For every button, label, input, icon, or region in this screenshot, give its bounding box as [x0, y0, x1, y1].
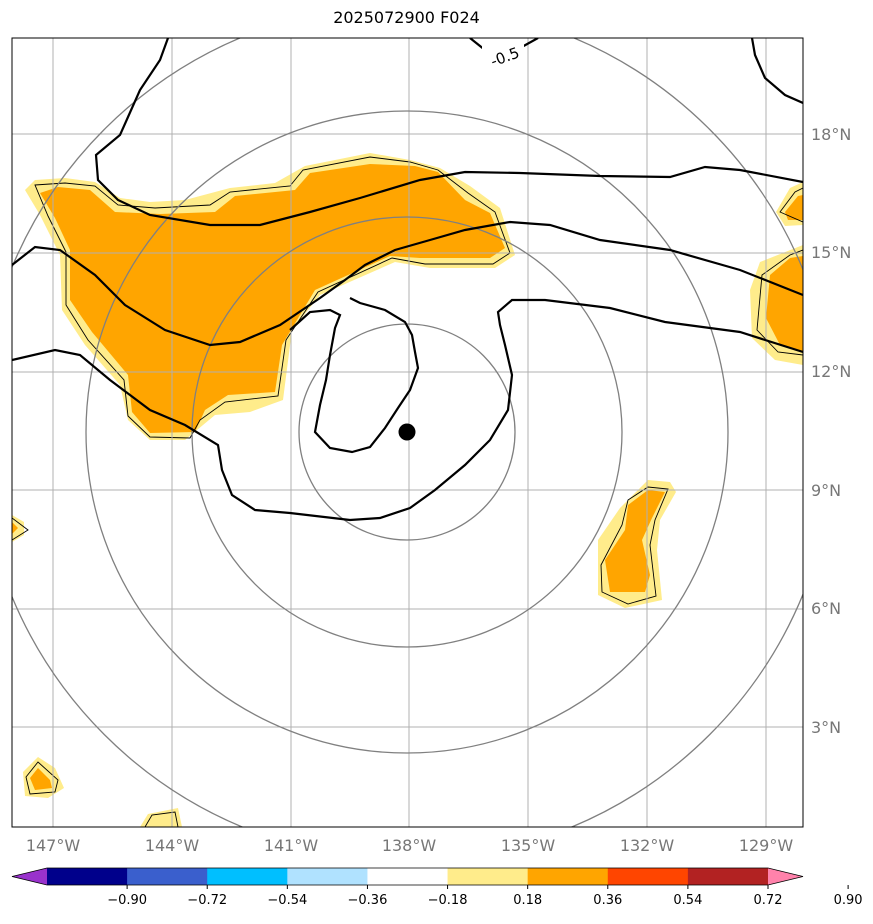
colorbar-tick-label: 0.36 — [593, 893, 622, 908]
lat-label: 12°N — [811, 362, 851, 381]
colorbar-tick-label: 0.90 — [834, 893, 863, 908]
colorbar: −0.90 −0.72 −0.54 −0.36 −0.18 0.18 0.36 0.54 0.7… — [11, 867, 863, 908]
colorbar-segment — [367, 868, 449, 885]
latitude-labels: 3°N 6°N 9°N 12°N 15°N 18°N — [811, 125, 851, 737]
map-plot-area: -0.5 — [12, 38, 803, 827]
colorbar-segment — [687, 868, 769, 885]
lat-label: 15°N — [811, 243, 851, 262]
colorbar-segment — [207, 868, 288, 885]
lon-label: 135°W — [501, 836, 556, 855]
lon-label: 129°W — [739, 836, 794, 855]
colorbar-extend-low — [12, 868, 47, 885]
lon-label: 141°W — [264, 836, 319, 855]
lon-label: 138°W — [382, 836, 437, 855]
map-frame — [11, 37, 804, 828]
field-outline — [12, 156, 803, 827]
colorbar-extend-high — [768, 868, 803, 885]
graticule — [12, 38, 803, 827]
colorbar-segment — [527, 868, 609, 885]
longitude-labels: 147°W 144°W 141°W 138°W 135°W 132°W 129°… — [26, 836, 794, 855]
storm-center-marker — [398, 423, 416, 441]
colorbar-tick-label: −0.72 — [187, 893, 227, 908]
colorbar-tick-label: −0.54 — [267, 893, 307, 908]
lat-label: 3°N — [811, 718, 841, 737]
colorbar-segment — [287, 868, 368, 885]
colorbar-outline — [11, 867, 804, 886]
colorbar-tick-label: 0.54 — [673, 893, 702, 908]
colorbar-tick-label: −0.18 — [428, 893, 468, 908]
colorbar-segment — [47, 868, 128, 885]
lat-label: 18°N — [811, 125, 851, 144]
colorbar-tick-label: 0.72 — [754, 893, 783, 908]
colorbar-segment — [447, 868, 529, 885]
lon-label: 147°W — [26, 836, 81, 855]
colorbar-segment — [127, 868, 208, 885]
plot-title: 2025072900 F024 — [333, 8, 480, 27]
contour-label-mask — [482, 38, 524, 68]
colorbar-segment — [607, 868, 689, 885]
lon-label: 144°W — [145, 836, 200, 855]
colorbar-tick-label: −0.36 — [348, 893, 388, 908]
contour-lines — [12, 38, 803, 522]
range-rings — [12, 38, 803, 827]
lon-label: 132°W — [620, 836, 675, 855]
lat-label: 6°N — [811, 599, 841, 618]
colorbar-tick-label: −0.90 — [107, 893, 147, 908]
colorbar-tick-label: 0.18 — [513, 893, 542, 908]
lat-label: 9°N — [811, 481, 841, 500]
